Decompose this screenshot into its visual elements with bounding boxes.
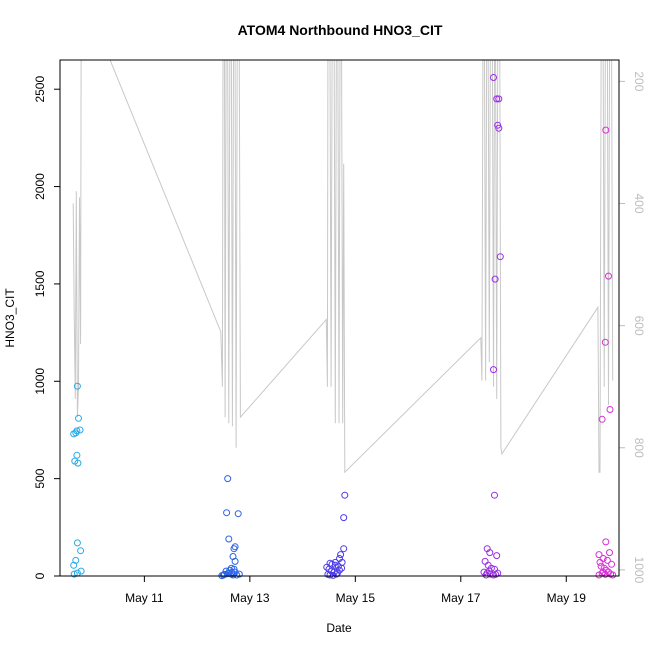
data-point [493, 552, 501, 560]
data-point [74, 459, 82, 467]
data-point [494, 121, 502, 129]
y-tick-label: 2000 [33, 173, 47, 200]
data-point [595, 551, 603, 559]
data-point [490, 74, 497, 81]
plot-frame [59, 59, 620, 577]
data-point [606, 549, 613, 557]
y-right-tick-label: 600 [632, 316, 646, 336]
data-point [493, 95, 501, 103]
data-point [77, 547, 85, 555]
data-point [486, 549, 494, 557]
data-point [601, 570, 609, 578]
data-point [337, 551, 345, 559]
data-point [495, 95, 503, 103]
data-point [603, 556, 611, 564]
data-point [606, 406, 614, 413]
y-tick-label: 0 [33, 572, 47, 579]
y-tick-label: 1500 [33, 270, 47, 297]
data-point [329, 571, 337, 579]
data-point [490, 366, 497, 374]
data-point [485, 567, 493, 575]
data-point [231, 557, 239, 565]
data-point [496, 253, 504, 261]
y-axis-label: HNO3_CIT [3, 288, 17, 348]
data-point [70, 561, 78, 569]
data-point [491, 275, 499, 283]
y-tick-label: 1000 [33, 368, 47, 395]
data-point [340, 545, 348, 553]
data-points-layer [70, 74, 617, 580]
data-point [598, 415, 606, 423]
data-point [224, 475, 232, 483]
data-point [609, 571, 617, 579]
data-point [73, 539, 81, 547]
x-tick-label: May 19 [547, 591, 587, 605]
y-tick-label: 500 [33, 468, 47, 488]
data-point [331, 558, 339, 566]
data-point [224, 570, 232, 578]
data-point [331, 561, 339, 569]
data-point [605, 272, 612, 280]
y-right-tick-label: 400 [632, 193, 646, 213]
y-right-tick-label: 200 [632, 71, 646, 91]
data-point [486, 570, 494, 578]
data-point [230, 545, 238, 553]
x-tick-label: May 15 [336, 591, 376, 605]
data-point [602, 538, 610, 546]
data-point [73, 382, 81, 390]
y-right-tick-label: 800 [632, 438, 646, 458]
data-point [75, 414, 82, 422]
data-point [77, 567, 85, 575]
data-point [599, 568, 607, 576]
data-point [340, 514, 348, 522]
data-point [596, 558, 604, 566]
data-point [323, 563, 331, 571]
x-tick-label: May 13 [230, 591, 270, 605]
y-right-tick-label: 1000 [632, 557, 646, 584]
data-point [601, 338, 609, 346]
data-point [608, 560, 616, 568]
data-point [225, 535, 233, 543]
data-point [70, 570, 78, 578]
x-axis-label: Date [326, 621, 352, 635]
data-point [221, 570, 228, 578]
data-point [491, 491, 498, 499]
x-tick-label: May 17 [441, 591, 481, 605]
data-point [223, 509, 231, 517]
data-point [341, 491, 349, 499]
data-point [73, 451, 81, 459]
y-tick-label: 2500 [33, 76, 47, 103]
x-tick-label: May 11 [125, 591, 164, 605]
data-point [336, 566, 343, 574]
data-point [602, 126, 610, 134]
data-point [495, 124, 503, 132]
data-point [234, 510, 242, 518]
data-point [338, 564, 346, 572]
data-point [76, 426, 84, 434]
data-point [70, 430, 78, 438]
chart-title: ATOM4 Northbound HNO3_CIT [238, 22, 443, 38]
